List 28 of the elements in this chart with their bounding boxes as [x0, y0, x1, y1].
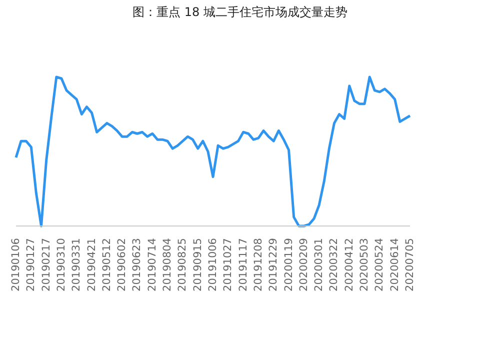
chart-title: 图：重点 18 城二手住宅市场成交量走势 — [132, 4, 348, 21]
x-tick-label: 20191229 — [268, 238, 280, 292]
x-tick-label: 20190331 — [70, 238, 83, 292]
x-tick-label: 20200119 — [282, 238, 295, 292]
x-tick-label: 20190915 — [192, 238, 204, 292]
x-tick-label: 20191117 — [237, 238, 250, 292]
x-tick-label: 20190127 — [25, 238, 38, 292]
x-tick-label: 20200412 — [343, 238, 356, 292]
x-tick-label: 20191027 — [222, 238, 234, 292]
x-tick-label: 20190421 — [86, 238, 98, 292]
x-tick-label: 20191208 — [252, 238, 264, 292]
x-tick-label: 20190714 — [146, 238, 158, 292]
x-tick-label: 20200524 — [374, 238, 386, 292]
x-tick-label: 20200301 — [313, 238, 326, 292]
x-tick-label: 20190310 — [55, 238, 68, 292]
x-tick-label: 20200503 — [358, 238, 371, 292]
x-tick-label: 20190106 — [10, 238, 22, 292]
x-tick-label: 20190623 — [131, 238, 144, 292]
x-tick-label: 20200614 — [388, 238, 401, 292]
x-tick-label: 20200322 — [328, 238, 340, 292]
x-tick-label: 20190825 — [176, 238, 189, 292]
x-tick-label: 20200705 — [404, 238, 416, 292]
x-tick-label: 20190602 — [116, 238, 128, 292]
x-tick-label: 20190512 — [100, 238, 113, 292]
x-tick-label: 20191006 — [207, 238, 219, 292]
x-tick-label: 20200209 — [298, 238, 310, 292]
x-tick-label: 20190804 — [162, 238, 174, 292]
x-tick-label: 20190217 — [40, 238, 52, 292]
